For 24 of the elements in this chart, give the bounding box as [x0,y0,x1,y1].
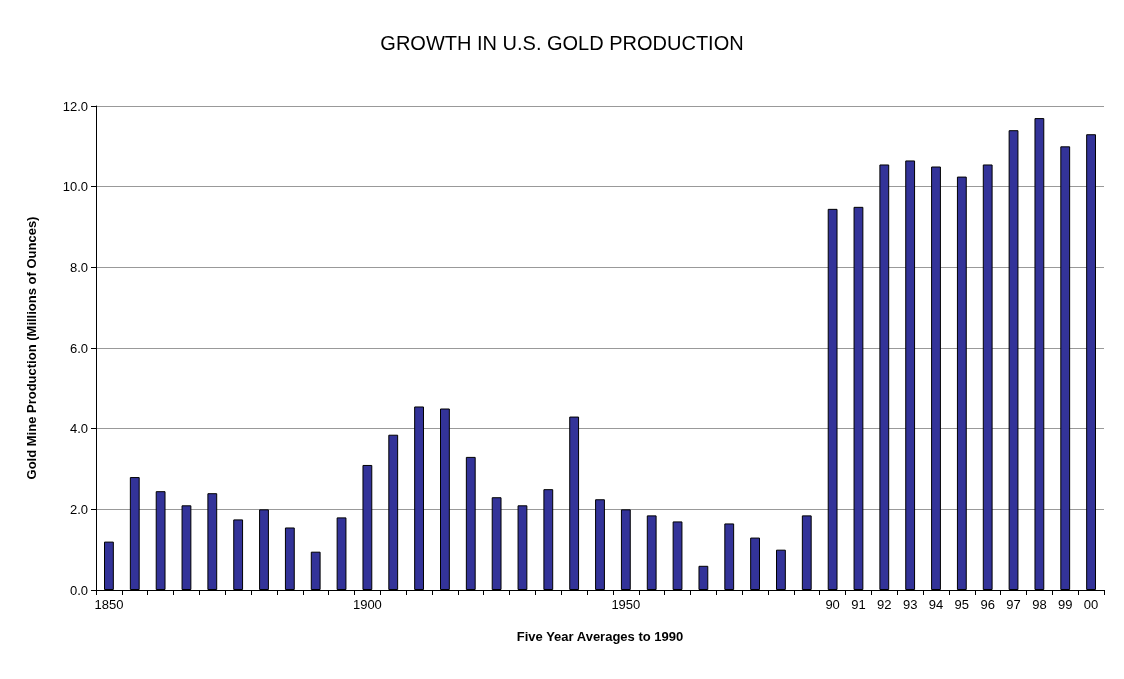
x-tick-label: 1850 [94,597,124,612]
y-tick-label: 0.0 [69,582,88,598]
x-tick-label: 00 [1083,597,1099,612]
x-tick-label: 92 [877,597,892,612]
x-tick-label: 95 [954,597,970,612]
y-axis-title: Gold Mine Production (Millions of Ounces) [24,216,39,480]
x-axis-title: Five Year Averages to 1990 [516,629,684,644]
x-tick-label: 97 [1006,597,1021,612]
y-tick-label: 10.0 [62,179,88,195]
x-tick-label: 96 [980,597,995,612]
x-tick-label: 98 [1032,597,1047,612]
x-tick-label: 1900 [352,597,382,612]
x-tick-label: 90 [825,597,840,612]
x-tick-label: 94 [928,597,944,612]
x-tick-label: 1950 [611,597,641,612]
y-tick-label: 4.0 [69,421,88,437]
x-tick-label: 99 [1058,597,1073,612]
y-tick-label: 2.0 [69,501,88,517]
y-tick-label: 12.0 [62,98,88,114]
x-tick-label: 93 [902,597,918,612]
chart-title: GROWTH IN U.S. GOLD PRODUCTION [380,32,744,54]
y-tick-label: 8.0 [69,259,88,275]
x-tick-label: 91 [851,597,866,612]
y-tick-label: 6.0 [69,340,88,356]
